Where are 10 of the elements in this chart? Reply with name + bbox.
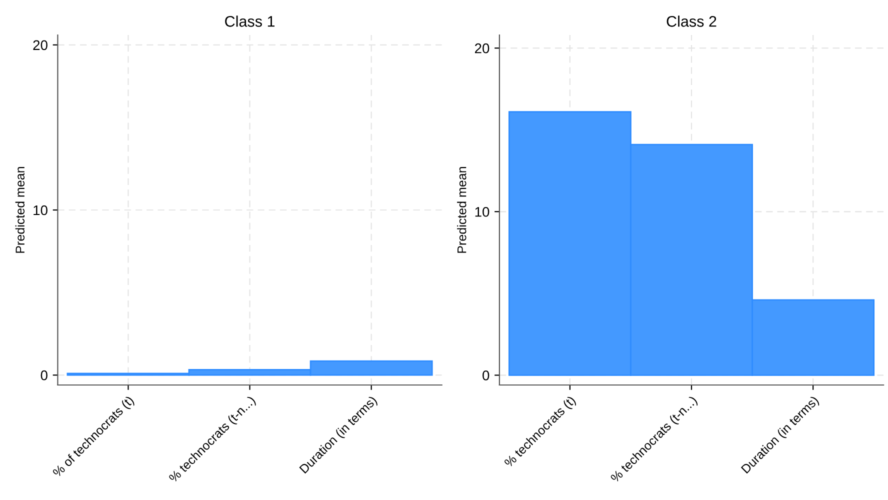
y-tick-label: 10	[34, 205, 48, 216]
y-axis-title: Predicted mean	[15, 167, 25, 253]
y-tick-label: 0	[482, 370, 490, 380]
y-tick-label: 10	[475, 206, 490, 217]
chart-title: Class 2	[666, 16, 716, 27]
y-tick-label: 20	[33, 40, 48, 50]
y-tick-label: 20	[474, 43, 490, 54]
chart-title: Class 1	[225, 16, 275, 27]
y-tick-label: 0	[40, 370, 48, 380]
y-axis-title: Predicted mean	[457, 167, 466, 253]
